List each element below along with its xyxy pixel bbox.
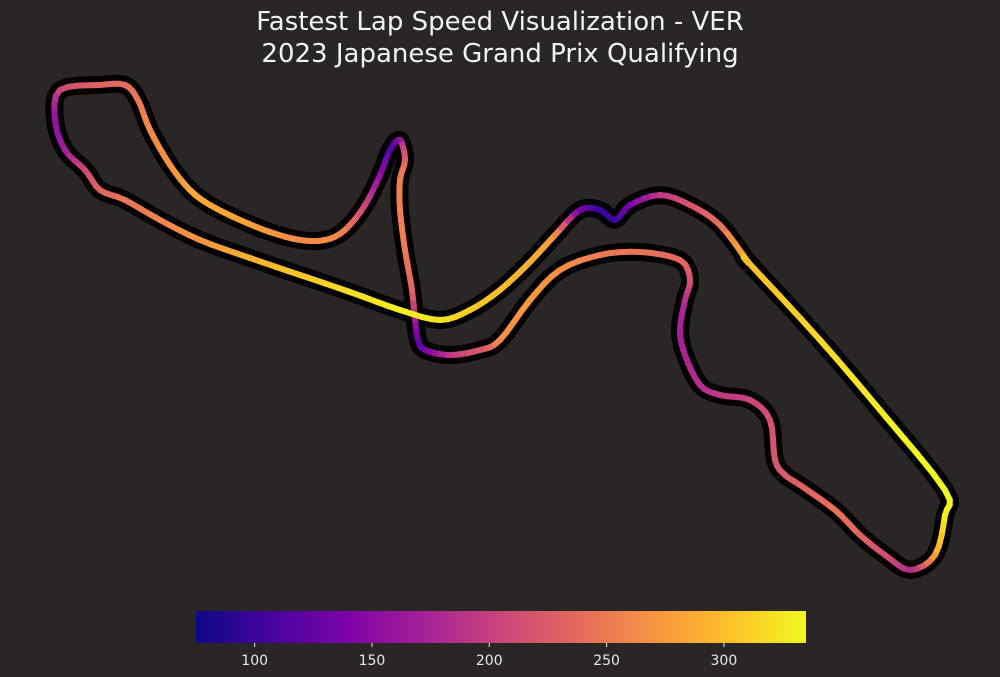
chart-title: Fastest Lap Speed Visualization - VER — [256, 7, 744, 37]
speed-segment — [930, 470, 948, 493]
speed-segment — [913, 449, 937, 477]
speed-segment — [861, 389, 883, 413]
colorbar-tick-label: 200 — [476, 653, 503, 669]
speed-colorbar: 100 150 200 250 300 — [196, 611, 806, 669]
colorbar-gradient — [196, 611, 806, 643]
speed-segment — [777, 293, 805, 323]
chart-subtitle: 2023 Japanese Grand Prix Qualifying — [261, 39, 738, 69]
colorbar-tick-label: 300 — [711, 653, 738, 669]
colorbar-tick-label: 100 — [241, 653, 268, 669]
speed-segment — [740, 254, 751, 265]
colorbar-tick-label: 250 — [593, 653, 620, 669]
speed-segment — [817, 337, 839, 361]
track-map — [45, 74, 959, 579]
speed-segment — [847, 371, 868, 395]
speed-segment — [798, 316, 823, 343]
speed-segment — [758, 273, 784, 300]
speed-segment — [877, 407, 901, 434]
speed-segment — [894, 427, 920, 456]
colorbar-tick-label: 150 — [359, 653, 386, 669]
speed-segment — [832, 354, 854, 378]
